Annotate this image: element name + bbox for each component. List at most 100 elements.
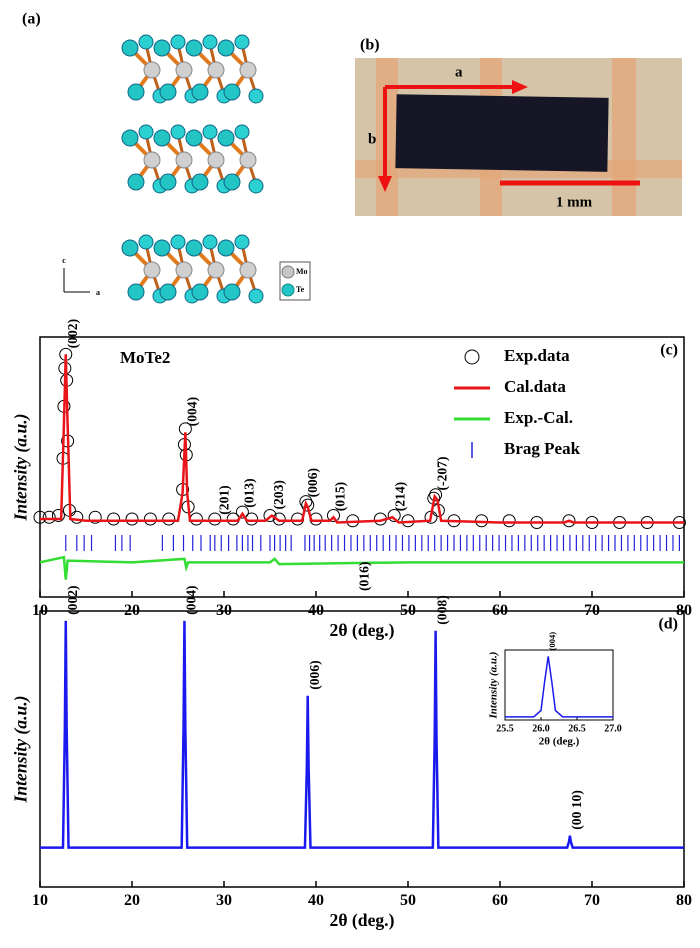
atom [248, 88, 264, 104]
peak-label: (214) [392, 482, 408, 511]
data-line [40, 620, 684, 849]
atom [127, 83, 145, 101]
legend-label: Exp.data [504, 346, 570, 365]
data-point [33, 510, 47, 524]
peak-label: (008) [435, 595, 451, 624]
data-point [70, 510, 84, 524]
crystal-structure [121, 34, 264, 304]
sample-photo: a b 1 mm [355, 58, 682, 216]
plot-frame [504, 649, 614, 721]
atom [175, 261, 193, 279]
data-point [143, 512, 157, 526]
peak-label: (016) [357, 562, 373, 591]
atom [159, 173, 177, 191]
atom [185, 239, 203, 257]
x-tick-label: 60 [492, 892, 508, 909]
atom [170, 124, 186, 140]
atom [121, 39, 139, 57]
peak-label: (002) [65, 319, 81, 348]
atom [239, 151, 257, 169]
x-tick-label: 40 [308, 892, 324, 909]
data-point [208, 512, 222, 526]
atom [234, 234, 250, 250]
arrowhead [512, 80, 528, 94]
data-point [51, 509, 65, 523]
legend-atom [281, 283, 295, 297]
atom [239, 261, 257, 279]
data-point [42, 510, 56, 524]
grid-stripe [612, 58, 636, 216]
atom [202, 234, 218, 250]
data-point [125, 512, 139, 526]
peak-label: (002) [65, 585, 81, 614]
arrow-label: a [455, 64, 463, 80]
y-axis-label: Intensity (a.u.) [10, 695, 30, 803]
crystal [395, 94, 609, 172]
panel-label: (a) [22, 11, 41, 28]
atom [170, 34, 186, 50]
data-line [505, 656, 613, 718]
atom [207, 261, 225, 279]
legend-symbol [464, 349, 480, 365]
atom [185, 39, 203, 57]
atom [217, 129, 235, 147]
peak-label: (203) [271, 480, 287, 509]
data-point [502, 514, 516, 528]
atom [143, 61, 161, 79]
atom [207, 151, 225, 169]
x-tick-label: 27.0 [604, 723, 622, 734]
atom [138, 234, 154, 250]
peak-label: (004) [184, 397, 200, 426]
axis-triad: c a [62, 256, 100, 297]
data-point [562, 514, 576, 528]
data-line [40, 354, 684, 524]
atom [170, 234, 186, 250]
x-tick-label: 26.0 [532, 723, 550, 734]
peak-label: (006) [307, 660, 323, 689]
atom [143, 261, 161, 279]
x-tick-label: 70 [584, 892, 600, 909]
x-tick-label: 30 [216, 892, 232, 909]
atom-legend: Mo Te [279, 261, 311, 301]
data-point [107, 512, 121, 526]
x-tick-label: 20 [124, 892, 140, 909]
atom [185, 129, 203, 147]
atom [234, 34, 250, 50]
legend-label: Exp.-Cal. [504, 408, 573, 427]
peak-label: (015) [333, 482, 349, 511]
data-point [429, 488, 443, 502]
atom [121, 129, 139, 147]
x-tick-label: 10 [32, 892, 48, 909]
axis-name: c [62, 256, 66, 265]
atom [138, 34, 154, 50]
x-axis-label: 2θ (deg.) [330, 910, 395, 930]
atom [239, 61, 257, 79]
atom [248, 288, 264, 304]
x-axis-label: 2θ (deg.) [330, 620, 395, 640]
atom [138, 124, 154, 140]
atom [153, 239, 171, 257]
atom [191, 283, 209, 301]
data-point [189, 512, 203, 526]
atom [234, 124, 250, 140]
x-tick-label: 26.5 [568, 723, 586, 734]
data-point [162, 512, 176, 526]
atom [202, 124, 218, 140]
atom [248, 178, 264, 194]
peak-label: (-207) [435, 456, 451, 490]
plot-frame [39, 336, 685, 598]
atom [143, 151, 161, 169]
axis-name: a [96, 288, 100, 297]
legend-atom [281, 265, 295, 279]
atom [121, 239, 139, 257]
atom [175, 61, 193, 79]
peak-label: (201) [217, 485, 233, 514]
atom [159, 283, 177, 301]
atom [153, 39, 171, 57]
chart-title: MoTe2 [120, 348, 170, 367]
data-point [88, 510, 102, 524]
legend-label: Brag Peak [504, 439, 581, 458]
data-line [39, 555, 684, 580]
legend-label: Mo [296, 267, 308, 276]
data-point [272, 512, 286, 526]
